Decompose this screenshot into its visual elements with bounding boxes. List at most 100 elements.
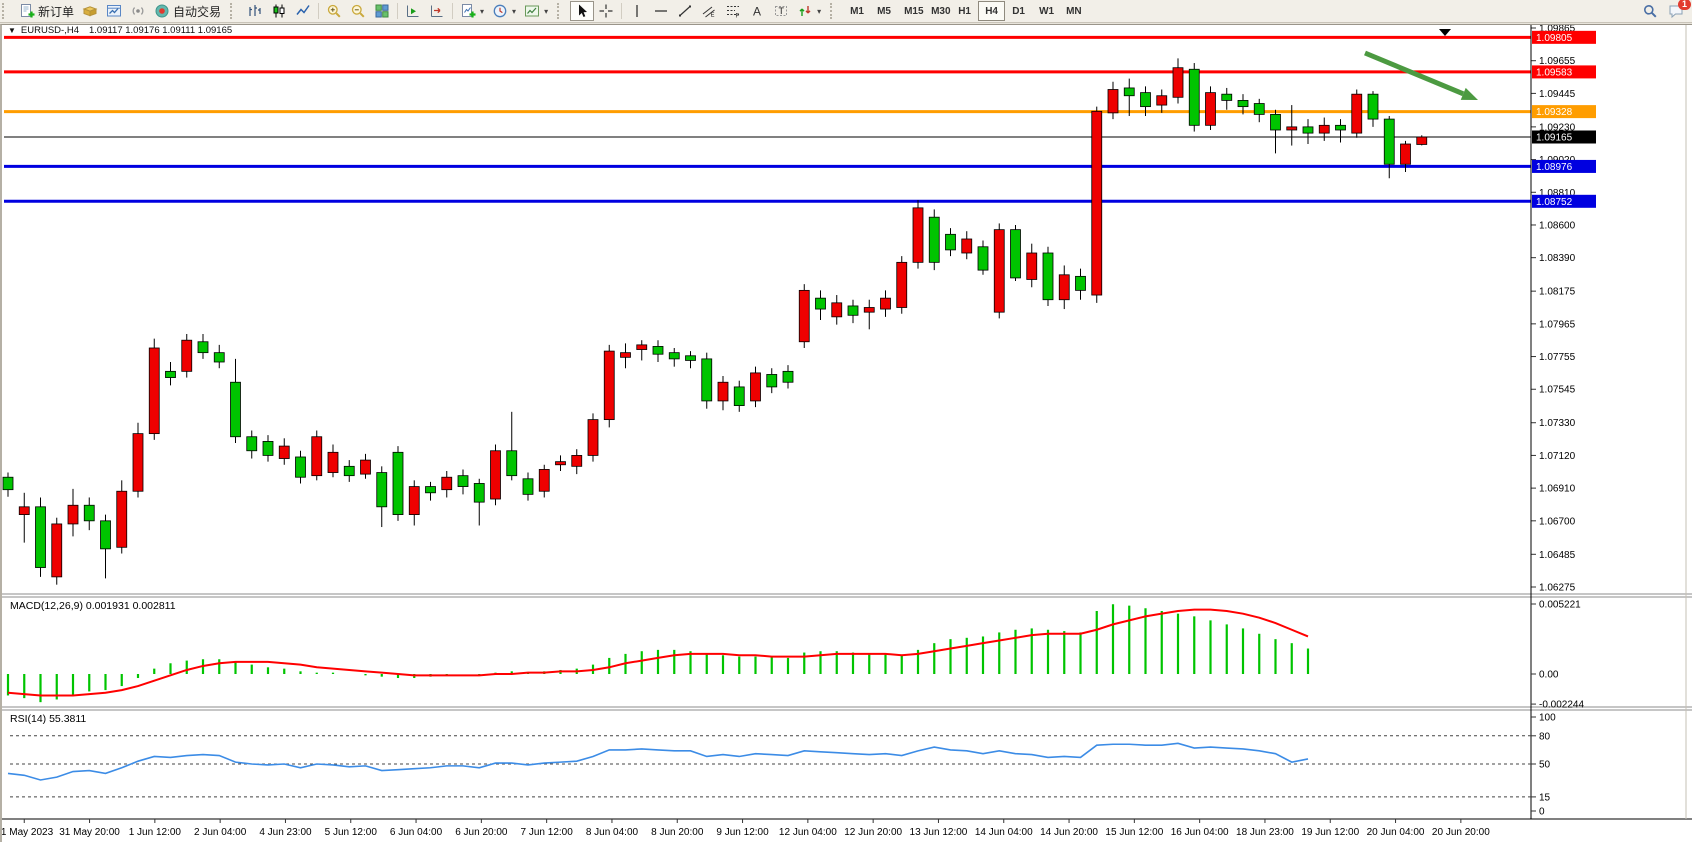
candle-body [35, 506, 46, 568]
candle-body [636, 344, 648, 350]
text-label-button[interactable]: T [769, 1, 793, 21]
candle-body [717, 381, 729, 402]
price-badge [1532, 65, 1596, 79]
timeframe-button-m30[interactable]: M30 [924, 1, 951, 21]
candle-body [1367, 93, 1379, 120]
tile-windows-button[interactable] [370, 1, 394, 21]
search-icon[interactable] [1642, 3, 1658, 19]
price-axis-label: 1.08390 [1539, 253, 1576, 264]
price-axis-label: 1.07755 [1539, 352, 1576, 363]
signals-button[interactable] [126, 1, 150, 21]
svg-text:A: A [753, 5, 761, 19]
timeframe-button-h1[interactable]: H1 [951, 1, 978, 21]
equidistant-channel-button[interactable]: E [697, 1, 721, 21]
crosshair-button[interactable] [594, 1, 618, 21]
price-axis-label: 1.07965 [1539, 319, 1576, 330]
trendline-button[interactable] [673, 1, 697, 21]
timeframe-button-w1[interactable]: W1 [1032, 1, 1059, 21]
timeframe-button-m1[interactable]: M1 [843, 1, 870, 21]
price-axis-label: 1.06275 [1539, 583, 1576, 594]
candle-body [213, 352, 225, 363]
new-chart-button[interactable] [78, 1, 102, 21]
timeframe-button-m15[interactable]: M15 [897, 1, 924, 21]
templates-button[interactable]: ▾ [520, 1, 552, 21]
time-axis-label: 14 Jun 04:00 [975, 827, 1033, 838]
templates-icon [525, 5, 540, 17]
timeframe-button-m5[interactable]: M5 [870, 1, 897, 21]
periods-clock-icon [493, 4, 507, 18]
profiles-button[interactable] [102, 1, 126, 21]
timeframe-button-d1[interactable]: D1 [1005, 1, 1032, 21]
candle-body [392, 451, 404, 515]
cursor-button[interactable] [570, 1, 595, 21]
price-badge [1532, 105, 1596, 119]
line-chart-button[interactable] [291, 1, 315, 21]
candle-body [1270, 114, 1281, 131]
chart-shift-button[interactable] [425, 1, 449, 21]
time-axis-label: 4 Jun 23:00 [259, 827, 312, 838]
trend-arrow-head[interactable] [1460, 87, 1478, 100]
candle-body [1026, 252, 1038, 280]
toolbar-grip [230, 3, 238, 19]
svg-text:T: T [779, 6, 785, 16]
timeframe-button-h4[interactable]: H4 [978, 1, 1006, 21]
text-button[interactable]: A [745, 1, 769, 21]
candle-body [1318, 124, 1330, 134]
candle-body [165, 370, 176, 378]
time-axis-label: 31 May 2023 [2, 827, 54, 838]
chart-canvas[interactable]: 1.098651.096551.094451.092301.090201.088… [0, 24, 1692, 842]
indicators-button[interactable]: ▾ [456, 1, 488, 21]
chart-ohlc-values: 1.09117 1.09176 1.09111 1.09165 [88, 25, 233, 36]
price-badge-label: 1.08976 [1536, 162, 1573, 173]
candle-body [148, 347, 160, 435]
auto-scroll-button[interactable] [401, 1, 425, 21]
candle-body [1140, 92, 1151, 108]
dropdown-caret: ▾ [512, 6, 517, 16]
toolbar-right: 1 [1642, 0, 1692, 19]
bar-chart-button[interactable] [243, 1, 267, 21]
zoom-in-button[interactable] [322, 1, 346, 21]
vertical-line-button[interactable] [625, 1, 649, 21]
candle-body [360, 459, 371, 475]
candle-body [945, 233, 956, 251]
fibonacci-button[interactable]: F [721, 1, 745, 21]
auto-scroll-icon [407, 5, 419, 17]
candle-body [181, 339, 193, 372]
charts-toolbar: ▾ ▾ ▾ [240, 0, 555, 22]
horizontal-line-icon [655, 10, 668, 12]
price-axis-label: 1.06910 [1539, 484, 1576, 495]
candle-body [197, 341, 209, 354]
candlestick-chart-button[interactable] [267, 1, 291, 21]
periods-button[interactable]: ▾ [488, 1, 520, 21]
candle-body [782, 370, 794, 383]
autotrading-button[interactable]: 自动交易 [150, 1, 225, 21]
macd-scale-label: 0.00 [1539, 670, 1559, 681]
time-axis-label: 6 Jun 20:00 [455, 827, 508, 838]
dropdown-caret: ▾ [480, 6, 485, 16]
candle-body [1075, 275, 1086, 291]
chart-dropdown-icon[interactable]: ▼ [8, 26, 16, 35]
trend-arrow-line[interactable] [1364, 50, 1465, 97]
horizontal-line-button[interactable] [649, 1, 673, 21]
new-chart-icon [82, 6, 98, 17]
price-badge-label: 1.08752 [1536, 197, 1573, 208]
new-order-button[interactable]: 新订单 [15, 1, 78, 21]
candle-body [1221, 93, 1233, 101]
toolbar-grip [557, 3, 565, 19]
macd-scale-label: -0.002244 [1539, 700, 1584, 711]
candle-body [2, 476, 14, 491]
timeframe-button-mn[interactable]: MN [1059, 1, 1086, 21]
candle-body [896, 261, 908, 308]
candle-body [863, 307, 875, 313]
zoom-out-button[interactable] [346, 1, 370, 21]
candle-body [376, 472, 388, 508]
candle-body [457, 475, 469, 487]
chat-button[interactable]: 1 [1668, 0, 1691, 19]
arrows-button[interactable]: ▾ [793, 1, 825, 21]
price-badge-label: 1.09805 [1536, 33, 1573, 44]
chart-shift-marker-icon[interactable] [1439, 29, 1451, 36]
time-axis-label: 14 Jun 20:00 [1040, 827, 1098, 838]
chart-shift-icon [431, 5, 443, 17]
time-axis-label: 12 Jun 20:00 [844, 827, 902, 838]
candle-body [1010, 229, 1021, 279]
